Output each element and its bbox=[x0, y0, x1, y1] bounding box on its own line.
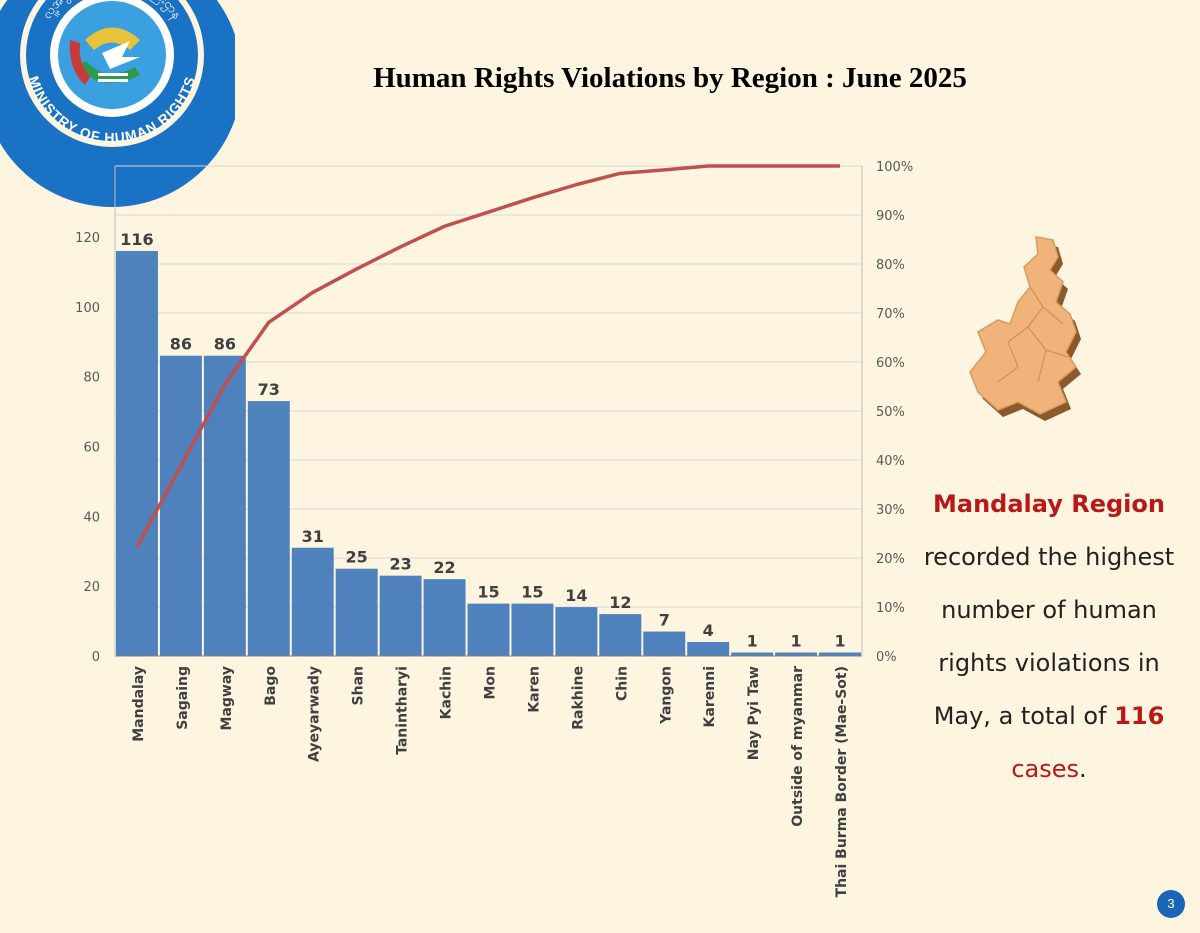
x-tick-label: Outside of myanmar bbox=[790, 666, 806, 827]
bar bbox=[687, 642, 730, 656]
x-tick-label: Thai Burma Border (Mae-Sot) bbox=[834, 666, 850, 897]
data-label: 86 bbox=[214, 335, 236, 354]
x-tick-label: Shan bbox=[351, 666, 367, 705]
caption-period: . bbox=[1079, 755, 1087, 783]
x-tick-label: Magway bbox=[219, 666, 235, 730]
page-number-badge: 3 bbox=[1157, 890, 1185, 918]
bar bbox=[731, 652, 774, 656]
y-tick-label: 0 bbox=[92, 650, 100, 665]
data-label: 14 bbox=[565, 586, 587, 605]
data-label: 15 bbox=[521, 583, 543, 602]
y2-tick-label: 50% bbox=[876, 405, 905, 420]
bar bbox=[599, 614, 642, 656]
data-labels: 116 86 86 73 31 25 23 22 15 15 14 12 7 4 1 1 1 bbox=[120, 230, 845, 651]
y-tick-label: 100 bbox=[75, 301, 100, 316]
bar bbox=[819, 652, 861, 656]
y2-tick-label: 100% bbox=[876, 160, 913, 175]
ministry-logo: လူ့အခွင့်အရေးဆိုင်ရာဝန်ကြီးဌာန MINISTRY … bbox=[0, 0, 235, 207]
data-label: 1 bbox=[834, 632, 845, 651]
y2-tick-label: 0% bbox=[876, 650, 897, 665]
data-label: 1 bbox=[747, 632, 758, 651]
y-tick-label: 20 bbox=[83, 580, 100, 595]
x-tick-label: Yangon bbox=[658, 666, 674, 725]
y-tick-label: 120 bbox=[75, 231, 100, 246]
data-label: 31 bbox=[302, 527, 324, 546]
cumulative-series-line bbox=[135, 164, 841, 548]
x-tick-label: Mon bbox=[483, 666, 499, 700]
bar bbox=[291, 547, 334, 656]
y2-tick-label: 90% bbox=[876, 209, 905, 224]
data-label: 15 bbox=[477, 583, 499, 602]
data-label: 7 bbox=[659, 611, 670, 630]
bar bbox=[335, 568, 378, 656]
x-tick-label: Bago bbox=[263, 666, 279, 706]
caption-text: recorded the highest number of human rig… bbox=[923, 543, 1175, 730]
x-tick-label: Karenni bbox=[702, 666, 718, 727]
bar bbox=[247, 401, 290, 656]
data-label: 12 bbox=[609, 593, 631, 612]
data-label: 1 bbox=[791, 632, 802, 651]
y2-tick-label: 70% bbox=[876, 307, 905, 322]
bar bbox=[467, 603, 510, 656]
data-label: 116 bbox=[120, 230, 153, 249]
x-tick-label: Tanintharyi bbox=[395, 666, 411, 755]
caption-count: 116 bbox=[1114, 702, 1165, 730]
y2-tick-label: 40% bbox=[876, 454, 905, 469]
data-label: 4 bbox=[703, 621, 714, 640]
bar bbox=[423, 579, 466, 656]
mandalay-region-map bbox=[969, 236, 1081, 421]
y2-tick-label: 10% bbox=[876, 601, 905, 616]
y-tick-label: 80 bbox=[83, 371, 100, 386]
tick-labels: 0 20 40 60 80 100 120 0% 10% 20% 30% 40% 50% 60% 70% 80… bbox=[75, 160, 913, 897]
data-label: 22 bbox=[433, 558, 455, 577]
bar bbox=[203, 355, 246, 656]
y-tick-label: 60 bbox=[83, 441, 100, 456]
chart-title: Human Rights Violations by Region : June… bbox=[373, 62, 967, 94]
bar bbox=[159, 355, 202, 656]
bar bbox=[116, 250, 158, 656]
bar bbox=[511, 603, 554, 656]
bar bbox=[379, 575, 422, 656]
bar bbox=[775, 652, 818, 656]
axes bbox=[114, 166, 863, 657]
y2-tick-label: 80% bbox=[876, 258, 905, 273]
data-label: 25 bbox=[346, 548, 368, 567]
caption-highlight: Mandalay Region bbox=[933, 490, 1165, 518]
data-label: 86 bbox=[170, 335, 192, 354]
cumulative-line bbox=[135, 164, 841, 548]
x-tick-label: Nay Pyi Taw bbox=[746, 666, 762, 760]
y2-tick-label: 30% bbox=[876, 503, 905, 518]
x-tick-label: Rakhine bbox=[570, 666, 586, 730]
caption-cases-word: cases bbox=[1011, 755, 1080, 783]
bar bbox=[555, 607, 598, 656]
x-tick-label: Sagaing bbox=[175, 666, 191, 730]
data-label: 73 bbox=[258, 380, 280, 399]
x-tick-label: Mandalay bbox=[131, 666, 147, 742]
x-tick-label: Ayeyarwady bbox=[307, 666, 323, 762]
x-tick-label: Kachin bbox=[439, 666, 455, 719]
summary-caption: Mandalay Region recorded the highest num… bbox=[918, 478, 1180, 796]
bar bbox=[643, 631, 686, 656]
y2-tick-label: 60% bbox=[876, 356, 905, 371]
bars bbox=[116, 250, 861, 656]
y-tick-label: 40 bbox=[83, 510, 100, 525]
x-tick-label: Karen bbox=[526, 666, 542, 713]
x-tick-label: Chin bbox=[614, 666, 630, 701]
y2-tick-label: 20% bbox=[876, 552, 905, 567]
data-label: 23 bbox=[389, 555, 411, 574]
